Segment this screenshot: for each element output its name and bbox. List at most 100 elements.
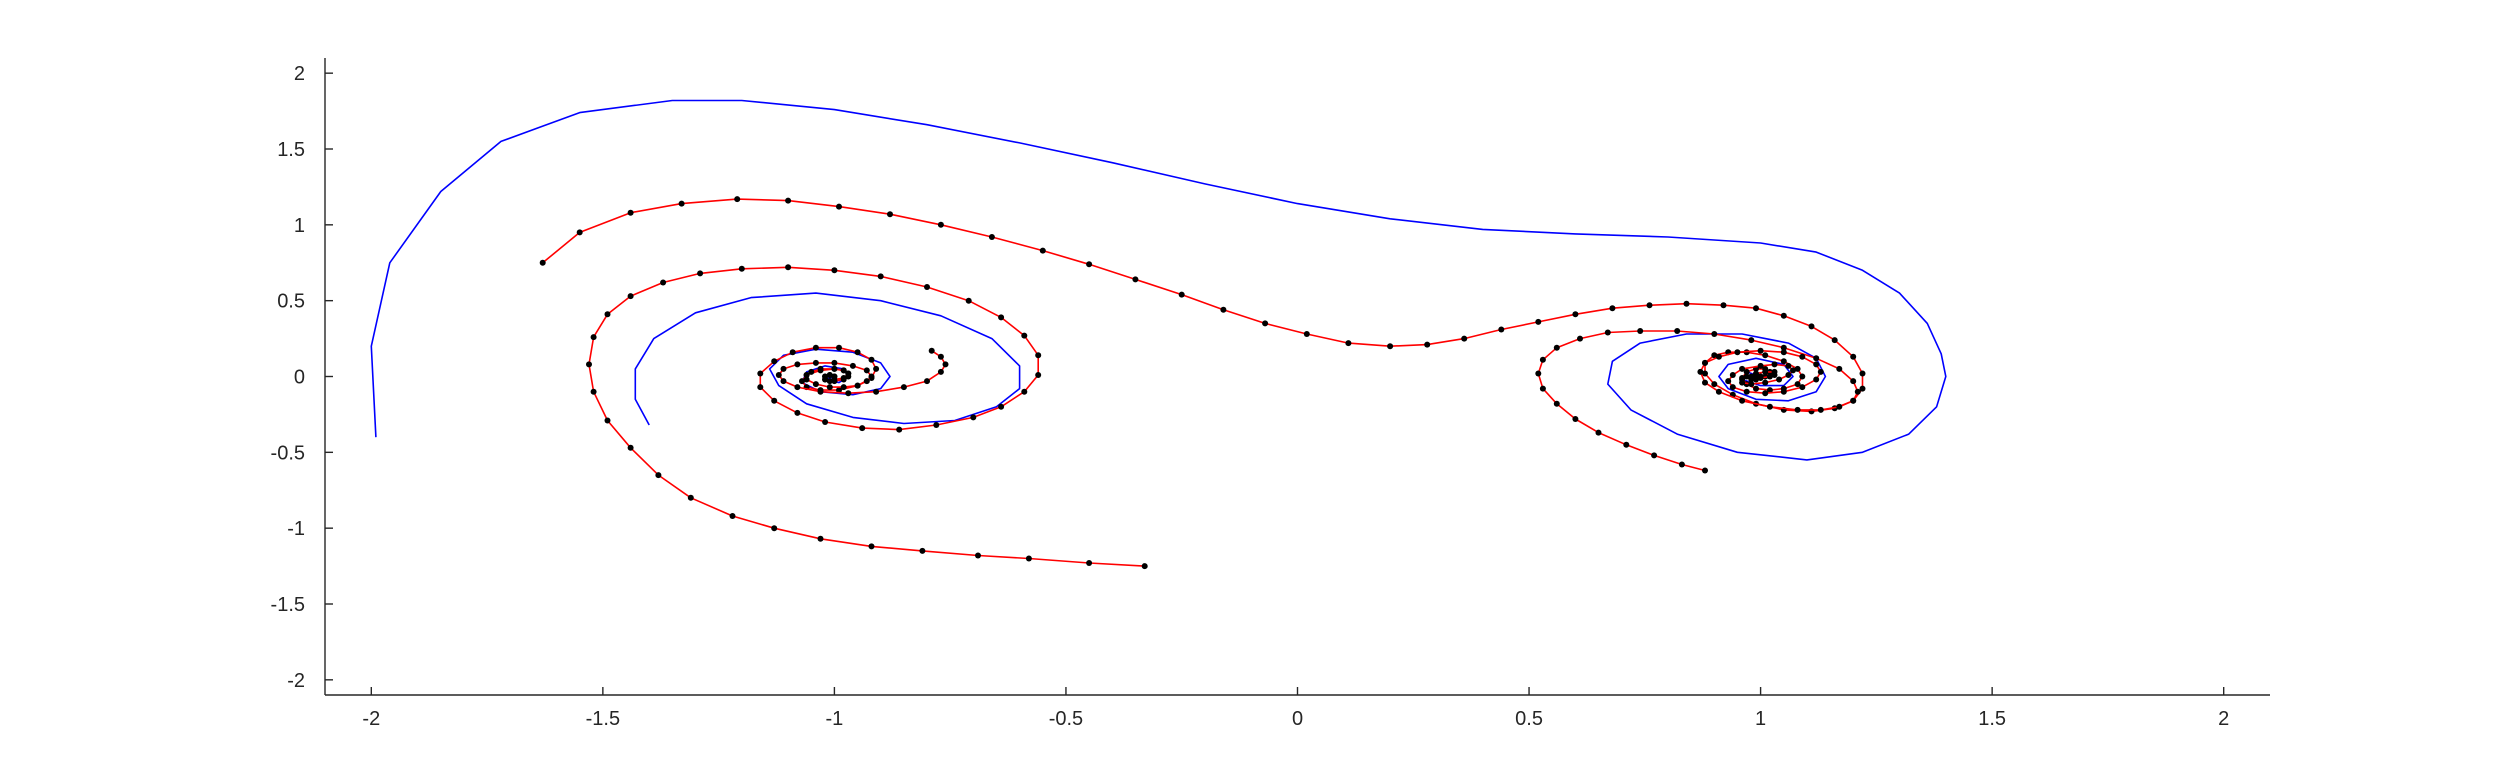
trajectory-point bbox=[655, 472, 662, 479]
trajectory-point bbox=[1739, 365, 1746, 372]
trajectory-point bbox=[697, 270, 704, 277]
y-tick-label: 0 bbox=[294, 367, 305, 389]
trajectory-point bbox=[1790, 367, 1796, 374]
red-trajectory-series bbox=[586, 264, 1148, 570]
trajectory-point bbox=[845, 390, 852, 397]
trajectory-point bbox=[1757, 362, 1764, 369]
trajectory-point bbox=[780, 378, 787, 385]
trajectory-point bbox=[863, 367, 870, 374]
trajectory-point bbox=[1651, 452, 1658, 459]
trajectory-point bbox=[1859, 370, 1866, 377]
x-tick-label: 0 bbox=[1292, 708, 1303, 730]
trajectory-point bbox=[1836, 403, 1843, 410]
trajectory-point bbox=[1739, 397, 1746, 404]
trajectory-point bbox=[1387, 343, 1394, 350]
trajectory-point bbox=[771, 525, 778, 532]
trajectory-point bbox=[1141, 563, 1148, 570]
trajectory-point bbox=[1794, 406, 1801, 413]
trajectory-point bbox=[975, 552, 981, 559]
trajectory-point bbox=[1859, 385, 1866, 392]
trajectory-point bbox=[887, 211, 893, 218]
trajectory-point bbox=[1850, 397, 1857, 404]
trajectory-point bbox=[771, 397, 778, 404]
trajectory-point bbox=[1535, 370, 1542, 377]
y-tick-label: -1 bbox=[287, 518, 305, 540]
trajectory-point bbox=[604, 417, 611, 424]
trajectory-point bbox=[1697, 368, 1704, 375]
trajectory-point bbox=[1623, 441, 1630, 448]
trajectory-point bbox=[539, 259, 546, 266]
red-trajectory-series bbox=[775, 347, 949, 397]
trajectory-point bbox=[627, 209, 634, 216]
trajectory-point bbox=[1021, 388, 1028, 395]
trajectory-point bbox=[849, 362, 856, 369]
trajectory-point bbox=[877, 273, 884, 280]
x-tick-label: -0.5 bbox=[1049, 708, 1083, 730]
trajectory-point bbox=[576, 229, 583, 236]
trajectory-point bbox=[873, 388, 880, 395]
trajectory-point bbox=[803, 376, 810, 383]
trajectory-point bbox=[1132, 276, 1139, 283]
trajectory-point bbox=[1757, 347, 1764, 354]
trajectory-point bbox=[1572, 311, 1579, 318]
blue-trajectory-line bbox=[370, 99, 1947, 461]
y-tick-label: -2 bbox=[287, 670, 305, 692]
trajectory-point bbox=[1799, 353, 1806, 360]
trajectory-point bbox=[1595, 429, 1602, 436]
trajectory-point bbox=[1035, 352, 1042, 359]
trajectory-point bbox=[1854, 388, 1861, 395]
trajectory-point bbox=[734, 196, 741, 203]
trajectory-point bbox=[1646, 302, 1653, 309]
trajectory-point bbox=[1262, 320, 1269, 327]
trajectory-point bbox=[1780, 388, 1787, 395]
red-trajectory-line bbox=[588, 266, 1145, 567]
trajectory-point bbox=[1813, 361, 1820, 368]
trajectory-point bbox=[1711, 352, 1718, 359]
trajectory-point bbox=[687, 494, 694, 501]
trajectory-point bbox=[812, 359, 819, 366]
trajectory-point bbox=[868, 356, 875, 363]
trajectory-point bbox=[1604, 329, 1611, 336]
trajectory-point bbox=[1035, 372, 1042, 378]
trajectory-point bbox=[1771, 372, 1778, 378]
x-tick-label: 0.5 bbox=[1515, 708, 1543, 730]
trajectory-point bbox=[1785, 362, 1792, 369]
trajectory-point bbox=[1808, 323, 1815, 330]
y-tick-label: -0.5 bbox=[271, 442, 305, 464]
trajectory-point bbox=[845, 373, 852, 380]
trajectory-point bbox=[998, 314, 1005, 321]
trajectory-point bbox=[1766, 373, 1773, 380]
trajectory-point bbox=[1553, 400, 1560, 407]
trajectory-point bbox=[627, 293, 634, 300]
trajectory-point bbox=[836, 203, 842, 210]
trajectory-point bbox=[590, 388, 597, 395]
y-tick-label: 1 bbox=[294, 215, 305, 237]
trajectory-point bbox=[1748, 373, 1755, 380]
trajectory-point bbox=[1498, 326, 1505, 333]
trajectory-point bbox=[1720, 302, 1727, 309]
trajectory-point bbox=[817, 388, 824, 395]
trajectory-point bbox=[1753, 305, 1759, 312]
trajectory-point bbox=[1729, 372, 1736, 378]
blue-trajectory-series bbox=[634, 292, 1021, 426]
trajectory-point bbox=[1711, 331, 1718, 337]
trajectory-point bbox=[1572, 416, 1579, 422]
trajectory-point bbox=[1535, 318, 1542, 325]
trajectory-point bbox=[1743, 388, 1750, 395]
trajectory-point bbox=[1762, 379, 1769, 386]
trajectory-point bbox=[1025, 555, 1032, 562]
trajectory-point bbox=[1424, 341, 1431, 348]
trajectory-point bbox=[757, 384, 764, 391]
trajectory-point bbox=[896, 426, 903, 433]
trajectory-point bbox=[1743, 368, 1750, 375]
trajectory-point bbox=[1345, 340, 1352, 347]
trajectory-point bbox=[794, 384, 801, 391]
y-tick-label: 2 bbox=[294, 63, 305, 85]
red-trajectory-line bbox=[542, 198, 1864, 413]
trajectory-point bbox=[1678, 461, 1685, 468]
y-tick-label: 1.5 bbox=[277, 139, 305, 161]
trajectory-point bbox=[1785, 372, 1792, 378]
trajectory-point bbox=[1715, 388, 1722, 395]
trajectory-point bbox=[1762, 368, 1769, 375]
trajectory-point bbox=[1539, 385, 1546, 392]
